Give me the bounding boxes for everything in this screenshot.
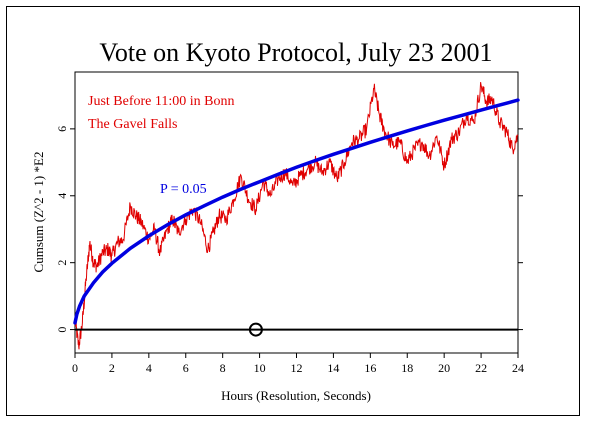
x-tick-label: 22 (475, 361, 487, 375)
plot-area (74, 71, 519, 354)
annotation-text: Just Before 11:00 in Bonn (88, 94, 234, 109)
y-axis-label: Cumsum (Z^2 - 1) *E2 (31, 152, 46, 273)
x-tick-label: 20 (438, 361, 450, 375)
x-tick-label: 2 (109, 361, 115, 375)
annotation-layer: Just Before 11:00 in Bonn The Gavel Falls… (88, 94, 234, 197)
y-tick-label: 0 (55, 327, 69, 333)
x-tick-label: 0 (72, 361, 78, 375)
x-tick-label: 16 (364, 361, 376, 375)
x-tick-label: 8 (220, 361, 226, 375)
y-tick-label: 4 (55, 193, 69, 199)
series-line-observed (74, 82, 519, 350)
x-axis: 0 2 4 6 8 10 12 14 16 18 20 22 24 (72, 353, 524, 375)
series-layer (73, 82, 520, 350)
annotation-text: P = 0.05 (160, 182, 207, 197)
x-tick-label: 14 (327, 361, 339, 375)
x-tick-label: 24 (512, 361, 524, 375)
x-tick-label: 4 (146, 361, 152, 375)
x-tick-label: 12 (291, 361, 303, 375)
y-tick-label: 6 (55, 126, 69, 132)
chart-frame (6, 6, 580, 416)
y-axis: 0 2 4 6 (55, 126, 523, 333)
series-line-p05-envelope (73, 98, 520, 325)
x-tick-label: 18 (401, 361, 413, 375)
x-tick-label: 10 (254, 361, 266, 375)
y-tick-label: 2 (55, 260, 69, 266)
chart-title: Vote on Kyoto Protocol, July 23 2001 (99, 38, 492, 67)
annotation-text: The Gavel Falls (88, 117, 177, 132)
event-marker-circle (248, 322, 263, 337)
x-axis-label: Hours (Resolution, Seconds) (221, 388, 371, 403)
x-tick-label: 6 (183, 361, 189, 375)
